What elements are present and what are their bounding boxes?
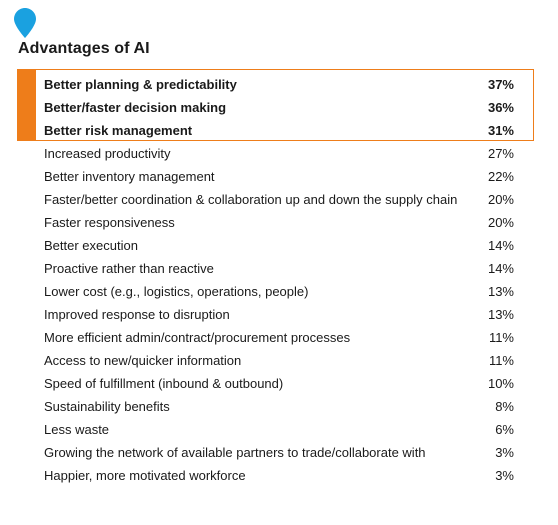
- row-label: Increased productivity: [44, 146, 171, 161]
- location-pin-icon: [14, 8, 36, 38]
- row-label: Lower cost (e.g., logistics, operations,…: [44, 284, 309, 299]
- table-row: Better/faster decision making 36%: [0, 96, 558, 119]
- table-row: Better planning & predictability 37%: [0, 73, 558, 96]
- row-label: Faster responsiveness: [44, 215, 175, 230]
- row-label: Sustainability benefits: [44, 399, 170, 414]
- table-row: Improved response to disruption 13%: [0, 303, 558, 326]
- table-row: Better inventory management 22%: [0, 165, 558, 188]
- row-value: 36%: [487, 100, 514, 115]
- row-value: 13%: [487, 307, 514, 322]
- row-label: Access to new/quicker information: [44, 353, 242, 368]
- row-value: 22%: [487, 169, 514, 184]
- row-label: Better execution: [44, 238, 138, 253]
- row-label: Better/faster decision making: [44, 100, 227, 115]
- row-value: 13%: [487, 284, 514, 299]
- row-value: 27%: [487, 146, 514, 161]
- row-value: 20%: [487, 192, 514, 207]
- row-value: 3%: [495, 445, 514, 460]
- row-label: Growing the network of available partner…: [44, 445, 426, 460]
- row-label: Improved response to disruption: [44, 307, 230, 322]
- table-row: Lower cost (e.g., logistics, operations,…: [0, 280, 558, 303]
- row-value: 37%: [487, 77, 514, 92]
- table-row: Access to new/quicker information 11%: [0, 349, 558, 372]
- table-row: Happier, more motivated workforce 3%: [0, 464, 558, 487]
- chart-title: Advantages of AI: [18, 40, 150, 57]
- highlight-marker: [17, 69, 36, 141]
- table-row: More efficient admin/contract/procuremen…: [0, 326, 558, 349]
- row-value: 14%: [487, 261, 514, 276]
- table-row: Proactive rather than reactive 14%: [0, 257, 558, 280]
- table-row: Speed of fulfillment (inbound & outbound…: [0, 372, 558, 395]
- table-row: Sustainability benefits 8%: [0, 395, 558, 418]
- row-label: Better planning & predictability: [44, 77, 237, 92]
- row-label: Better risk management: [44, 123, 193, 138]
- row-value: 11%: [488, 330, 514, 345]
- table-row: Faster responsiveness 20%: [0, 211, 558, 234]
- table-row: Less waste 6%: [0, 418, 558, 441]
- row-value: 11%: [488, 353, 514, 368]
- row-value: 10%: [487, 376, 514, 391]
- row-label: Proactive rather than reactive: [44, 261, 214, 276]
- row-value: 31%: [487, 123, 514, 138]
- row-value: 14%: [487, 238, 514, 253]
- row-label: Better inventory management: [44, 169, 215, 184]
- row-value: 6%: [495, 422, 514, 437]
- table-row: Better execution 14%: [0, 234, 558, 257]
- row-value: 3%: [495, 468, 514, 483]
- table-row: Increased productivity 27%: [0, 142, 558, 165]
- row-label: Faster/better coordination & collaborati…: [44, 192, 458, 207]
- row-label: More efficient admin/contract/procuremen…: [44, 330, 351, 345]
- row-label: Less waste: [44, 422, 110, 437]
- advantages-table: Better planning & predictability 37% Bette…: [0, 73, 558, 487]
- table-row: Growing the network of available partner…: [0, 441, 558, 464]
- table-row: Faster/better coordination & collaborati…: [0, 188, 558, 211]
- row-label: Happier, more motivated workforce: [44, 468, 246, 483]
- row-label: Speed of fulfillment (inbound & outbound…: [44, 376, 284, 391]
- table-row: Better risk management 31%: [0, 119, 558, 142]
- row-value: 8%: [495, 399, 514, 414]
- row-value: 20%: [487, 215, 514, 230]
